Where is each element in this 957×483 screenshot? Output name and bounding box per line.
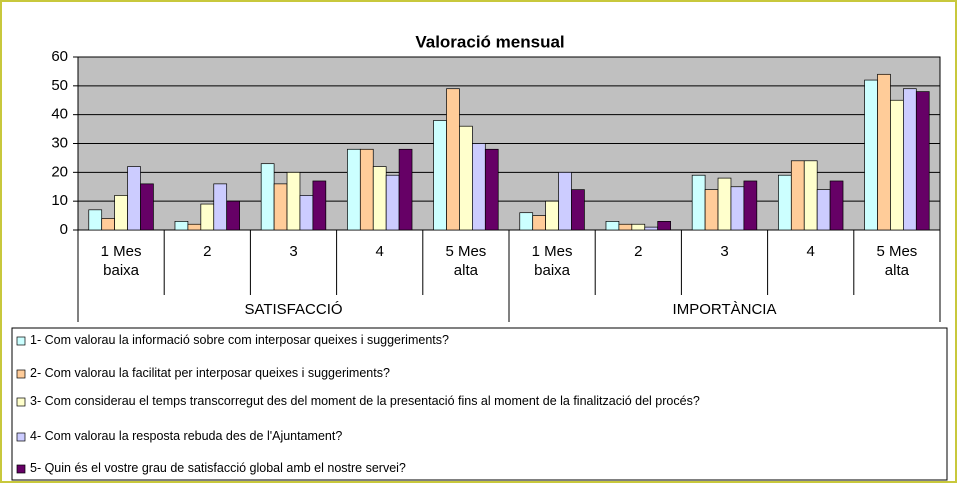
bar bbox=[730, 186, 745, 231]
bar bbox=[519, 212, 534, 231]
bar bbox=[644, 226, 659, 231]
chart-title: Valoració mensual bbox=[415, 32, 564, 51]
bar bbox=[816, 189, 831, 231]
x-tick-label: 3 bbox=[720, 243, 729, 260]
bar bbox=[743, 180, 758, 231]
bar bbox=[88, 209, 103, 231]
legend-box bbox=[11, 327, 948, 481]
group-label: IMPORTÀNCIA bbox=[672, 301, 777, 318]
bar bbox=[631, 223, 646, 231]
bar bbox=[299, 195, 314, 231]
legend-swatch bbox=[16, 369, 26, 379]
bar bbox=[484, 148, 499, 231]
bar bbox=[114, 195, 128, 231]
x-tick-label: 4 bbox=[806, 243, 815, 260]
title-box bbox=[350, 30, 630, 57]
x-tick-label: 2 bbox=[634, 243, 643, 260]
bar bbox=[385, 174, 400, 231]
bar bbox=[312, 180, 327, 231]
bar bbox=[347, 148, 361, 231]
bar bbox=[618, 223, 633, 231]
legend-swatch bbox=[16, 336, 26, 346]
x-tick-label: 1 Mes baixa bbox=[100, 243, 142, 279]
bar bbox=[915, 91, 930, 231]
x-tick-label: 5 Mes alta bbox=[445, 243, 487, 279]
bar bbox=[286, 171, 301, 231]
y-tick-label: 50 bbox=[51, 77, 68, 94]
bar bbox=[864, 79, 878, 231]
y-tick-label: 30 bbox=[51, 134, 68, 151]
legend-label: 2- Com valorau la facilitat per interpos… bbox=[30, 366, 390, 380]
bar bbox=[372, 166, 387, 231]
x-tick-label: 1 Mes baixa bbox=[531, 243, 573, 279]
bar bbox=[446, 88, 460, 231]
legend-label: 3- Com considerau el temps transcorregut… bbox=[30, 394, 700, 408]
y-tick-label: 10 bbox=[51, 192, 68, 209]
bar bbox=[433, 120, 447, 231]
bar bbox=[140, 183, 154, 231]
legend-swatch bbox=[16, 464, 26, 474]
bar bbox=[778, 174, 792, 231]
bar bbox=[174, 221, 189, 231]
bar bbox=[398, 148, 413, 231]
bar bbox=[545, 200, 559, 231]
bar bbox=[803, 160, 818, 231]
x-tick-label: 5 Mes alta bbox=[876, 243, 918, 279]
bar bbox=[101, 218, 115, 231]
bar bbox=[532, 215, 546, 231]
bar bbox=[890, 99, 904, 231]
y-tick-label: 40 bbox=[51, 106, 68, 123]
bar bbox=[200, 203, 215, 231]
bar bbox=[226, 200, 240, 231]
bar bbox=[691, 174, 706, 231]
y-tick-label: 20 bbox=[51, 163, 68, 180]
bar bbox=[558, 171, 572, 231]
bar bbox=[359, 148, 374, 231]
bar bbox=[829, 180, 844, 231]
x-tick-label: 3 bbox=[289, 243, 298, 260]
bar bbox=[187, 223, 202, 231]
legend-label: 5- Quin és el vostre grau de satisfacció… bbox=[30, 461, 406, 475]
x-tick-label: 4 bbox=[375, 243, 384, 260]
legend-swatch bbox=[16, 432, 26, 442]
bar bbox=[273, 183, 288, 231]
bar bbox=[704, 189, 719, 231]
bar bbox=[605, 221, 620, 231]
x-tick-label: 2 bbox=[203, 243, 212, 260]
bar bbox=[459, 125, 473, 231]
bar bbox=[260, 163, 275, 231]
legend-label: 1- Com valorau la informació sobre com i… bbox=[30, 333, 449, 347]
bar bbox=[717, 177, 732, 231]
bar bbox=[903, 88, 917, 231]
bar bbox=[213, 183, 228, 231]
bar bbox=[571, 189, 585, 231]
bar bbox=[877, 73, 891, 231]
group-label: SATISFACCIÓ bbox=[244, 301, 343, 318]
y-tick-label: 60 bbox=[51, 48, 68, 65]
legend-label: 4- Com valorau la resposta rebuda des de… bbox=[30, 429, 343, 443]
legend-swatch bbox=[16, 397, 26, 407]
bar bbox=[657, 221, 671, 231]
bar bbox=[790, 160, 805, 231]
bar bbox=[472, 143, 486, 231]
bar bbox=[127, 166, 141, 231]
y-tick-label: 0 bbox=[60, 221, 68, 238]
